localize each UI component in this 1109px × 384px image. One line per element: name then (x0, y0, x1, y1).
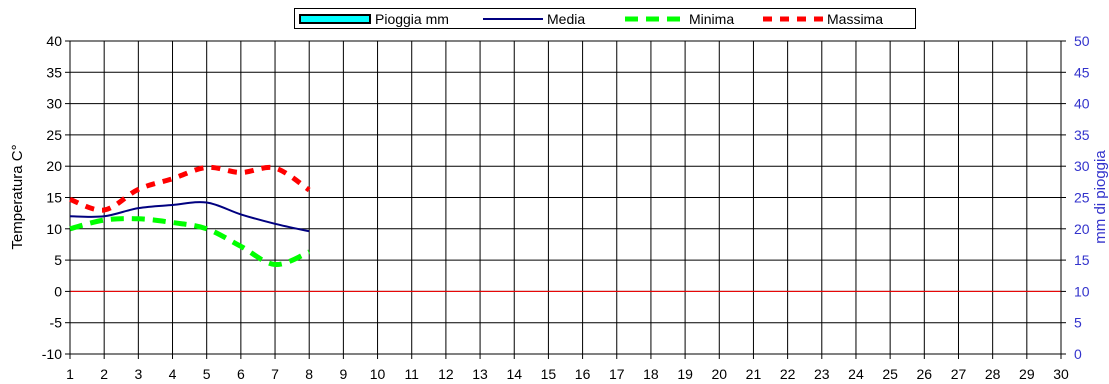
left-axis-ticks: -10 -5 0 5 10 15 20 25 30 35 40 (42, 33, 70, 362)
right-tick-label: 40 (1074, 96, 1090, 112)
x-tick-label: 17 (609, 366, 625, 382)
left-tick-label: 20 (46, 158, 62, 174)
x-tick-label: 6 (237, 366, 245, 382)
x-tick-label: 14 (506, 366, 522, 382)
x-tick-label: 30 (1053, 366, 1069, 382)
right-tick-label: 20 (1074, 221, 1090, 237)
left-tick-label: 0 (54, 283, 62, 299)
left-axis-title: Temperatura C° (9, 144, 26, 249)
x-tick-label: 19 (677, 366, 693, 382)
legend-label-minima: Minima (689, 10, 735, 27)
left-tick-label: 40 (46, 33, 62, 49)
series-lines (69, 164, 311, 267)
x-tick-label: 20 (711, 366, 727, 382)
legend-swatch-minima (625, 14, 685, 24)
x-tick-label: 28 (985, 366, 1001, 382)
left-tick-label: -5 (50, 315, 63, 331)
x-tick-label: 5 (203, 366, 211, 382)
x-tick-label: 8 (305, 366, 313, 382)
right-tick-label: 10 (1074, 283, 1090, 299)
x-tick-label: 2 (100, 366, 108, 382)
x-tick-label: 22 (780, 366, 796, 382)
x-tick-label: 18 (643, 366, 659, 382)
legend-label-massima: Massima (827, 10, 884, 27)
x-tick-label: 13 (472, 366, 488, 382)
left-tick-label: 30 (46, 96, 62, 112)
x-tick-label: 26 (917, 366, 933, 382)
chart-legend: Pioggia mm Media Minima Massima (294, 8, 916, 29)
right-tick-label: 45 (1074, 64, 1090, 80)
series-line-minima (69, 216, 311, 267)
right-tick-label: 25 (1074, 190, 1090, 206)
right-tick-label: 0 (1074, 346, 1082, 362)
x-tick-label: 3 (134, 366, 142, 382)
left-tick-label: 25 (46, 127, 62, 143)
legend-label-media: Media (547, 10, 586, 27)
x-axis-ticks: 1 2 3 4 5 6 7 8 9 10 11 12 13 14 15 16 17 18 19 20 21 22 23 24 2… (66, 354, 1069, 382)
x-tick-label: 4 (169, 366, 177, 382)
legend-item-minima: Minima (625, 9, 734, 28)
right-tick-label: 15 (1074, 252, 1090, 268)
x-tick-label: 24 (848, 366, 864, 382)
x-tick-label: 25 (882, 366, 898, 382)
right-tick-label: 5 (1074, 315, 1082, 331)
legend-swatch-rain (299, 13, 371, 24)
x-tick-label: 11 (404, 366, 419, 382)
left-tick-label: 35 (46, 64, 62, 80)
legend-label-rain: Pioggia mm (375, 10, 449, 27)
x-tick-label: 27 (951, 366, 967, 382)
left-tick-label: 10 (46, 221, 62, 237)
legend-swatch-massima (763, 14, 823, 24)
right-axis-ticks: 0 5 10 15 20 25 30 35 40 45 50 (1061, 33, 1090, 362)
x-tick-label: 12 (438, 366, 454, 382)
legend-swatch-media (483, 14, 543, 24)
legend-item-massima: Massima (763, 9, 883, 28)
x-tick-label: 23 (814, 366, 830, 382)
legend-item-media: Media (483, 9, 585, 28)
x-tick-label: 29 (1019, 366, 1035, 382)
right-tick-label: 50 (1074, 33, 1090, 49)
x-tick-label: 15 (541, 366, 557, 382)
legend-item-rain: Pioggia mm (299, 9, 449, 28)
x-tick-label: 1 (66, 366, 74, 382)
x-tick-label: 7 (271, 366, 279, 382)
series-line-massima (69, 164, 311, 213)
right-axis-title: mm di pioggia (1092, 150, 1109, 244)
x-tick-label: 9 (339, 366, 347, 382)
grid-lines (69, 40, 1062, 355)
right-tick-label: 30 (1074, 158, 1090, 174)
right-tick-label: 35 (1074, 127, 1090, 143)
left-tick-label: 5 (54, 252, 62, 268)
x-tick-label: 21 (746, 366, 762, 382)
left-tick-label: -10 (42, 346, 62, 362)
x-tick-label: 16 (575, 366, 591, 382)
series-line-media (69, 201, 310, 233)
left-tick-label: 15 (46, 190, 62, 206)
x-tick-label: 10 (370, 366, 386, 382)
